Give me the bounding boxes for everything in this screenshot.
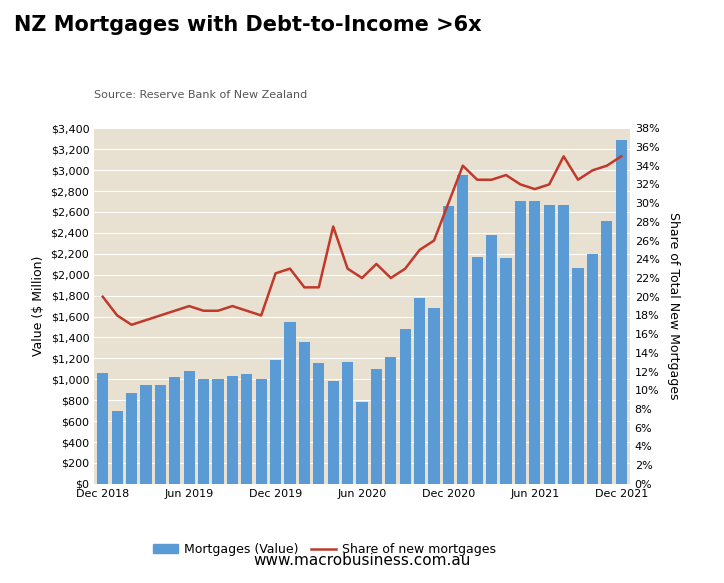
Bar: [327, 381, 339, 484]
Bar: [558, 205, 569, 484]
Text: NZ Mortgages with Debt-to-Income >6x: NZ Mortgages with Debt-to-Income >6x: [14, 15, 482, 34]
Bar: [299, 342, 310, 484]
Bar: [270, 360, 281, 484]
Bar: [601, 222, 613, 484]
Bar: [587, 254, 598, 484]
Bar: [111, 410, 123, 484]
Bar: [529, 202, 540, 484]
Text: BUSINESS: BUSINESS: [585, 59, 678, 78]
Bar: [313, 363, 324, 484]
Bar: [227, 376, 238, 484]
Text: Source: Reserve Bank of New Zealand: Source: Reserve Bank of New Zealand: [94, 90, 308, 100]
Bar: [500, 258, 512, 484]
Bar: [385, 357, 397, 484]
Bar: [241, 374, 253, 484]
Bar: [457, 175, 468, 484]
Bar: [429, 308, 439, 484]
Y-axis label: Share of Total New Mortgages: Share of Total New Mortgages: [668, 212, 681, 400]
Legend: Mortgages (Value), Share of new mortgages: Mortgages (Value), Share of new mortgage…: [148, 538, 501, 561]
Bar: [371, 369, 382, 484]
Bar: [212, 380, 224, 484]
Bar: [140, 385, 151, 484]
Bar: [356, 402, 368, 484]
Bar: [515, 202, 526, 484]
Bar: [126, 393, 137, 484]
Bar: [285, 322, 295, 484]
Bar: [198, 380, 209, 484]
Bar: [544, 205, 555, 484]
Bar: [486, 235, 497, 484]
Bar: [97, 373, 109, 484]
Bar: [155, 385, 166, 484]
Text: MACRO: MACRO: [597, 28, 666, 46]
Y-axis label: Value ($ Million): Value ($ Million): [32, 256, 45, 356]
Bar: [471, 257, 483, 484]
Bar: [414, 298, 425, 484]
Bar: [400, 329, 411, 484]
Bar: [342, 361, 353, 484]
Text: www.macrobusiness.com.au: www.macrobusiness.com.au: [253, 553, 471, 568]
Bar: [169, 377, 180, 484]
Bar: [573, 268, 584, 484]
Bar: [443, 206, 454, 484]
Bar: [256, 380, 267, 484]
Bar: [615, 140, 627, 484]
Bar: [184, 371, 195, 484]
